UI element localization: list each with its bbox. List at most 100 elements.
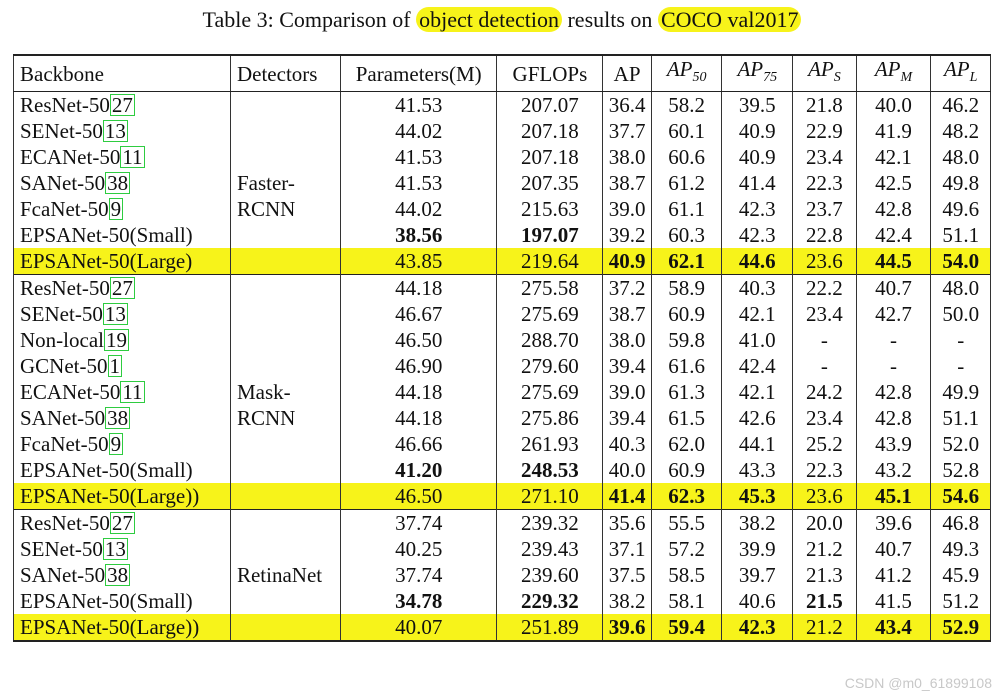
ap75-cell: 42.3 (721, 196, 794, 223)
ap75-cell: 40.9 (721, 118, 794, 145)
apl-cell: 46.2 (930, 91, 991, 119)
detector-cell: Faster- (229, 170, 341, 197)
apm-cell: 42.1 (855, 144, 932, 171)
aps-cell: - (792, 327, 857, 354)
citation-link[interactable]: 27 (109, 276, 135, 301)
aps-cell: 21.3 (792, 562, 857, 589)
apl-cell: - (930, 327, 991, 354)
citation-link[interactable]: 11 (120, 145, 145, 170)
apl-cell: - (930, 353, 991, 380)
apm-cell: 41.5 (855, 588, 932, 615)
citation-link[interactable]: 9 (108, 432, 124, 457)
results-table: Backbone Detectors Parameters(M) GFLOPs … (13, 54, 991, 643)
ap-cell: 40.0 (602, 457, 652, 484)
ap75-cell: 39.5 (721, 91, 794, 119)
backbone-cell: EPSANet-50(Large)) (13, 483, 231, 510)
apl-cell: 49.8 (930, 170, 991, 197)
detector-cell (229, 327, 341, 354)
gflops-cell: 279.60 (496, 353, 604, 380)
table-row: Non-local19 46.50 288.70 38.0 59.8 41.0- - - (13, 327, 991, 354)
gflops-cell: 251.89 (496, 614, 604, 643)
citation-link[interactable]: 1 (107, 354, 122, 379)
caption-prefix: Table 3: Comparison of (202, 7, 417, 32)
backbone-cell: FcaNet-509 (13, 196, 231, 223)
apl-cell: 51.2 (930, 588, 991, 615)
citation-link[interactable]: 9 (108, 197, 124, 222)
table-row: EPSANet-50(Small) 38.56 197.07 39.2 60.3 42.3… (13, 222, 991, 249)
ap-cell: 38.7 (602, 170, 652, 197)
citation-link[interactable]: 27 (109, 511, 135, 536)
backbone-name: SANet-50 (20, 563, 106, 588)
apm-cell: 42.8 (855, 405, 932, 432)
aps-cell: 22.2 (792, 274, 857, 302)
header-params: Parameters(M) (339, 54, 498, 93)
citation-link[interactable]: 13 (102, 302, 128, 327)
params-cell: 46.90 (339, 353, 498, 380)
header-row: Backbone Detectors Parameters(M) GFLOPs … (13, 54, 991, 93)
gflops-cell: 207.18 (496, 118, 604, 145)
ap75-cell: 42.1 (721, 301, 794, 328)
ap75-cell: 41.4 (721, 170, 794, 197)
ap50-cell: 62.3 (650, 483, 723, 510)
gflops-cell: 215.63 (496, 196, 604, 223)
citation-link[interactable]: 27 (109, 93, 135, 118)
apm-cell: 42.7 (855, 301, 932, 328)
params-cell: 44.02 (339, 118, 498, 145)
apl-cell: 48.0 (930, 144, 991, 171)
backbone-cell: ResNet-5027 (13, 91, 231, 119)
table-body: ResNet-5027 41.53 207.07 36.4 58.2 39.5 21.8 40… (13, 91, 991, 643)
citation-link[interactable]: 13 (102, 119, 128, 144)
citation-link[interactable]: 11 (120, 380, 145, 405)
table-row: SENet-5013 46.67 275.69 38.7 60.9 42.1 23.4 42.… (13, 301, 991, 328)
backbone-name: ResNet-50 (20, 93, 110, 118)
apl-cell: 51.1 (930, 405, 991, 432)
table-row: EPSANet-50(Small) 41.20 248.53 40.0 60.9 43.3… (13, 457, 991, 484)
header-aps: APS (792, 54, 857, 93)
detector-cell (229, 301, 341, 328)
gflops-cell: 207.18 (496, 144, 604, 171)
citation-link[interactable]: 38 (105, 563, 131, 588)
table-row: ResNet-5027 44.18 275.58 37.2 58.9 40.3 22.2 40… (13, 274, 991, 302)
ap50-cell: 59.4 (650, 614, 723, 643)
detector-cell: RetinaNet (229, 562, 341, 589)
apm-cell: 42.5 (855, 170, 932, 197)
ap-cell: 39.2 (602, 222, 652, 249)
citation-link[interactable]: 19 (103, 328, 129, 353)
citation-link[interactable]: 38 (105, 171, 131, 196)
ap75-cell: 42.1 (721, 379, 794, 406)
header-detectors: Detectors (229, 54, 341, 93)
citation-link[interactable]: 38 (105, 406, 131, 431)
table-caption: Table 3: Comparison of object detection … (0, 4, 1004, 36)
backbone-cell: EPSANet-50(Large) (13, 248, 231, 275)
backbone-name: EPSANet-50(Small) (20, 223, 193, 248)
ap-cell: 37.7 (602, 118, 652, 145)
header-gflops: GFLOPs (496, 54, 604, 93)
params-cell: 44.18 (339, 405, 498, 432)
ap50-cell: 58.1 (650, 588, 723, 615)
ap50-cell: 62.1 (650, 248, 723, 275)
ap-cell: 39.0 (602, 379, 652, 406)
ap50-cell: 61.1 (650, 196, 723, 223)
apl-cell: 49.3 (930, 536, 991, 563)
ap-cell: 38.2 (602, 588, 652, 615)
header-ap75: AP75 (721, 54, 794, 93)
gflops-cell: 271.10 (496, 483, 604, 510)
apm-cell: 43.2 (855, 457, 932, 484)
apm-cell: 40.7 (855, 536, 932, 563)
backbone-cell: SANet-5038 (13, 562, 231, 589)
table-row: FcaNet-509 RCNN 44.02 215.63 39.0 61.1 42.3 23.… (13, 196, 991, 223)
header-apm: APM (855, 54, 932, 93)
detector-cell (229, 614, 341, 643)
table-row: ECANet-5011 41.53 207.18 38.0 60.6 40.9 23.4 42… (13, 144, 991, 171)
aps-cell: - (792, 353, 857, 380)
gflops-cell: 207.35 (496, 170, 604, 197)
ap-cell: 40.9 (602, 248, 652, 275)
apl-cell: 48.0 (930, 274, 991, 302)
ap-cell: 37.1 (602, 536, 652, 563)
apl-cell: 49.6 (930, 196, 991, 223)
citation-link[interactable]: 13 (102, 537, 128, 562)
ap-cell: 40.3 (602, 431, 652, 458)
detector-cell (229, 588, 341, 615)
backbone-name: EPSANet-50(Small) (20, 458, 193, 483)
aps-cell: 23.6 (792, 483, 857, 510)
